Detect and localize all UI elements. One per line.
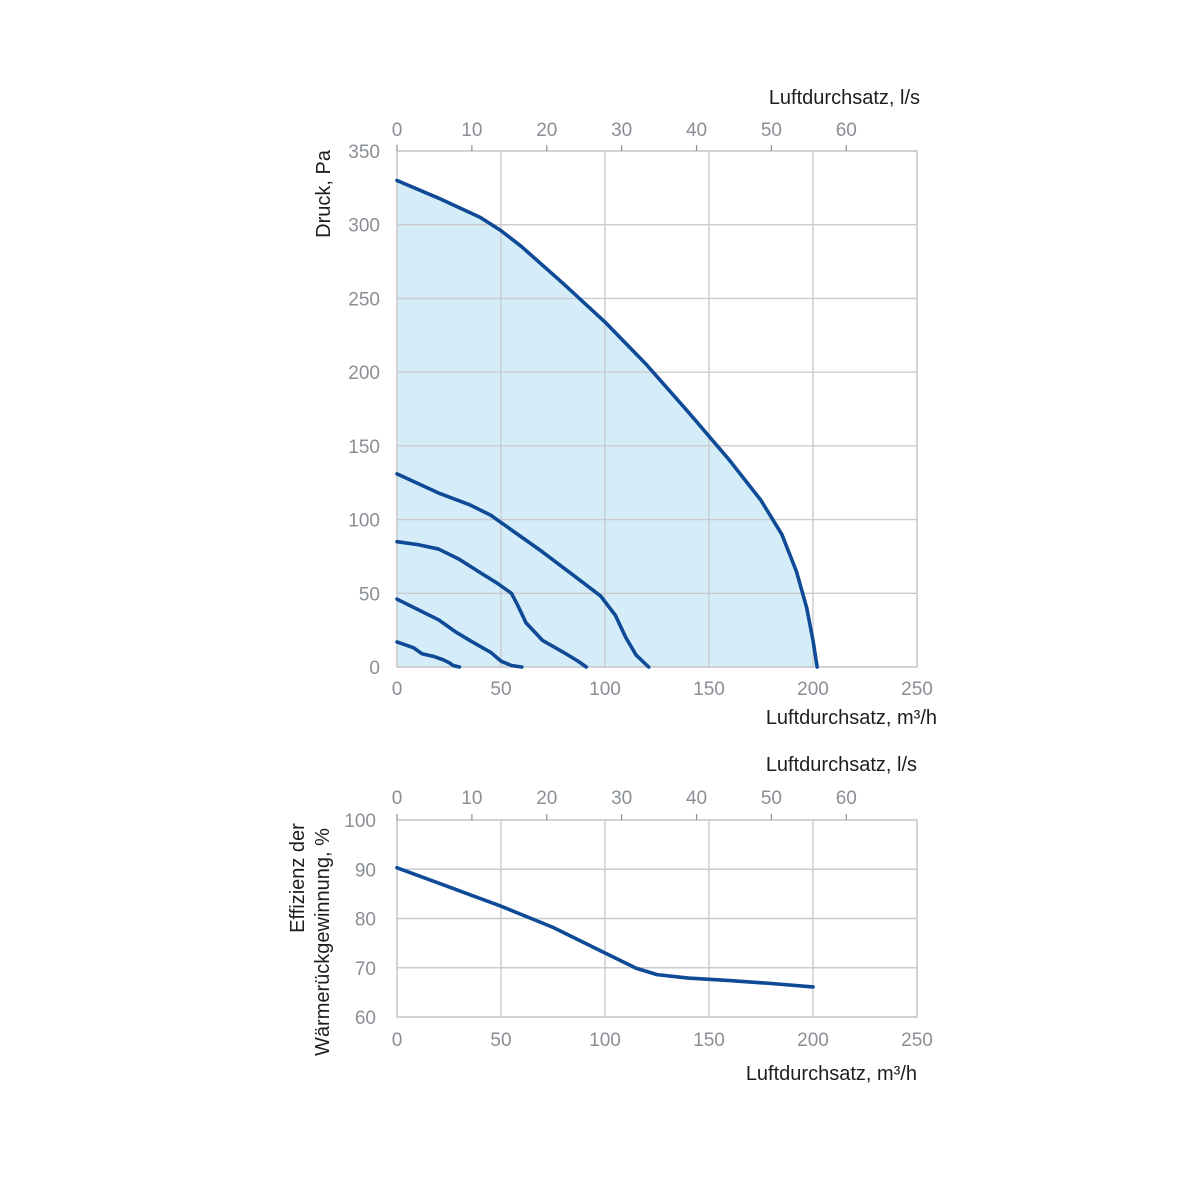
x2-tick-label: 60 [836,120,857,141]
x2-tick-label: 50 [761,120,782,141]
y-tick-label: 70 [355,959,376,980]
operating-area-layer [397,180,818,667]
x-tick-label: 0 [392,679,403,700]
y-tick-label: 350 [348,142,380,163]
y-tick-label: 90 [355,860,376,881]
efficiency-tick-labels: 0 50 100 150 200 250 0 10 20 30 40 50 60 60 70 80 90 100 [344,788,933,1051]
x2-axis-title: Luftdurchsatz, l/s [769,87,920,109]
x-tick-label: 200 [797,679,829,700]
x2-tick-label: 0 [392,120,403,141]
x-tick-label: 250 [901,1030,933,1051]
y-tick-label: 60 [355,1008,376,1029]
x-tick-label: 0 [392,1030,403,1051]
y-tick-label: 250 [348,289,380,310]
x-tick-label: 150 [693,679,725,700]
operating-area [397,180,818,667]
series-line-1 [395,865,815,989]
series-line-4 [395,597,524,669]
y-tick-label: 100 [344,811,376,832]
y-tick-label: 300 [348,216,380,237]
x-tick-label: 50 [490,679,511,700]
y-tick-label: 50 [359,584,380,605]
pressure-tick-labels: 0 50 100 150 200 250 0 10 20 30 40 50 60 0 50 100 150 200… [348,120,933,700]
y-tick-label: 0 [369,658,380,679]
x2-tick-label: 60 [836,788,857,809]
efficiency-curve [395,865,815,989]
x2-tick-label: 0 [392,788,403,809]
y-axis-title: Druck, Pa [313,149,335,238]
x-axis-title-2: Luftdurchsatz, m³/h [746,1063,917,1085]
pressure-curves [395,178,819,669]
x-tick-label: 50 [490,1030,511,1051]
x2-tick-label: 40 [686,120,707,141]
x-tick-label: 150 [693,1030,725,1051]
series-line-2 [395,472,651,669]
plot-frame [396,819,918,1018]
x-tick-label: 100 [589,679,621,700]
efficiency-grid [396,814,918,1018]
x2-tick-label: 40 [686,788,707,809]
x-tick-label: 250 [901,679,933,700]
y-tick-label: 200 [348,363,380,384]
y-axis-title-2-line2: Wärmerückgewinnung, % [312,828,334,1056]
x2-tick-label: 30 [611,120,632,141]
series-line-3 [395,539,589,669]
x-tick-label: 200 [797,1030,829,1051]
y-tick-label: 150 [348,437,380,458]
x2-tick-label: 20 [536,120,557,141]
pressure-chart: 0 50 100 150 200 250 0 10 20 30 40 50 60 0 50 100 150 200… [313,87,937,729]
y-tick-label: 80 [355,910,376,931]
series-line-5 [395,640,462,669]
y-axis-title-2-line1: Effizienz der [287,823,309,933]
x2-tick-label: 10 [461,120,482,141]
x2-tick-label: 50 [761,788,782,809]
x-tick-label: 100 [589,1030,621,1051]
x2-tick-label: 10 [461,788,482,809]
pressure-grid [396,145,918,668]
x2-axis-title-2: Luftdurchsatz, l/s [766,754,917,776]
plot-frame [396,150,918,668]
series-line-1 [395,178,819,669]
x2-tick-label: 20 [536,788,557,809]
x-axis-title: Luftdurchsatz, m³/h [766,707,937,729]
y-tick-label: 100 [348,511,380,532]
x2-tick-label: 30 [611,788,632,809]
